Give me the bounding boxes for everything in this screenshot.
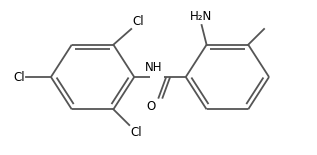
- Text: O: O: [146, 100, 155, 113]
- Text: Cl: Cl: [14, 71, 25, 84]
- Text: H₂N: H₂N: [190, 10, 212, 23]
- Text: Cl: Cl: [132, 15, 144, 28]
- Text: NH: NH: [145, 61, 163, 74]
- Text: Cl: Cl: [130, 126, 142, 139]
